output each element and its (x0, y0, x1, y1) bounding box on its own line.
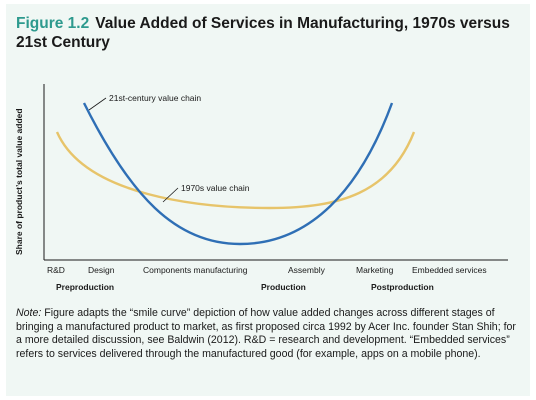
phase-label-preproduction: Preproduction (56, 282, 114, 292)
series-label-21st-century: 21st-century value chain (109, 93, 201, 103)
note-text: Figure adapts the “smile curve” depictio… (16, 307, 516, 360)
note-label: Note: (16, 307, 42, 319)
figure-title-text: Value Added of Services in Manufacturing… (16, 15, 510, 51)
figure-note: Note: Figure adapts the “smile curve” de… (16, 307, 516, 361)
annotation-leader-1970s (162, 187, 179, 203)
tick-label-components-manufacturing: Components manufacturing (143, 265, 248, 275)
figure-panel (6, 4, 530, 396)
tick-label-marketing: Marketing (356, 265, 394, 275)
series-line-21st-century (82, 102, 394, 246)
tick-label-assembly: Assembly (288, 265, 326, 275)
tick-label-rnd: R&D (47, 265, 65, 275)
series-line-1970s (55, 131, 416, 210)
smile-curve-chart: 21st-century value chain 1970s value cha… (43, 84, 508, 292)
annotation-leader-21st-century (88, 97, 107, 111)
figure-title: Figure 1.2 Value Added of Services in Man… (16, 14, 516, 52)
tick-label-embedded-services: Embedded services (412, 265, 487, 275)
figure-number: Figure 1.2 (16, 15, 90, 32)
phase-label-production: Production (261, 282, 306, 292)
tick-label-design: Design (88, 265, 115, 275)
series-label-1970s: 1970s value chain (181, 183, 250, 193)
phase-label-postproduction: Postproduction (371, 282, 434, 292)
